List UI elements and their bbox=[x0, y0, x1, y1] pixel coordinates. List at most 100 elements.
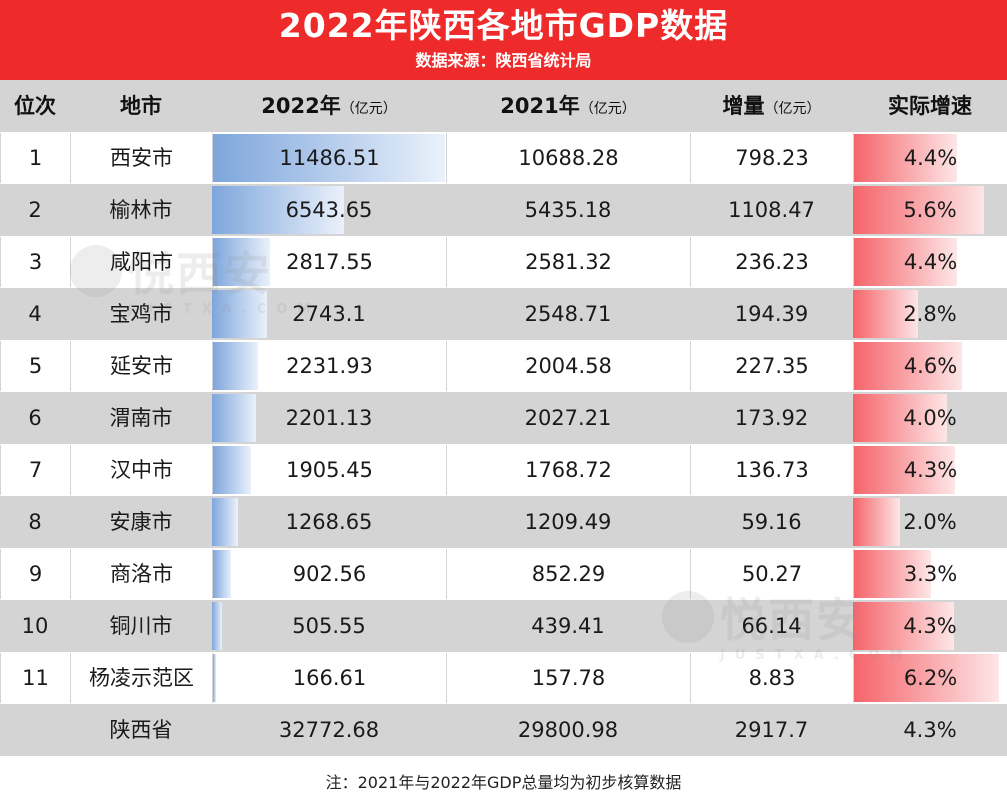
cell-city: 汉中市 bbox=[70, 445, 212, 495]
cell-increase-text: 66.14 bbox=[741, 614, 802, 638]
header-increase-unit: （亿元） bbox=[764, 101, 821, 117]
header-rank: 位次 bbox=[14, 94, 56, 118]
cell-gdp2022: 902.56 bbox=[212, 549, 446, 599]
cell-rank-text: 1 bbox=[28, 146, 43, 170]
header-increase-label: 增量 bbox=[722, 94, 765, 118]
cell-gdp2021-text: 439.41 bbox=[531, 614, 605, 638]
cell-increase-text: 173.92 bbox=[734, 406, 809, 430]
cell-increase-text: 8.83 bbox=[748, 666, 796, 690]
cell-growth-text: 6.2% bbox=[903, 666, 958, 690]
cell-rank-text: 2 bbox=[28, 198, 42, 222]
cell-growth-text: 4.3% bbox=[903, 458, 958, 482]
cell-city-text: 延安市 bbox=[110, 354, 173, 378]
cell-growth-text: 2.8% bbox=[903, 302, 957, 326]
cell-gdp2022: 1268.65 bbox=[212, 497, 446, 547]
cell-city: 榆林市 bbox=[70, 185, 212, 235]
cell-gdp2021-text: 1209.49 bbox=[524, 510, 612, 534]
gdp2022-bar bbox=[213, 446, 251, 494]
gdp2022-bar bbox=[212, 602, 222, 650]
cell-growth: 3.3% bbox=[853, 549, 1007, 599]
cell-gdp2022: 6543.65 bbox=[212, 185, 446, 235]
cell-gdp2021: 2027.21 bbox=[446, 393, 690, 443]
cell-gdp2022: 11486.51 bbox=[212, 133, 446, 183]
cell-rank: 10 bbox=[0, 601, 70, 651]
cell-gdp2021: 439.41 bbox=[446, 601, 690, 651]
cell-rank-text: 3 bbox=[28, 250, 43, 274]
gdp2022-bar bbox=[213, 550, 231, 598]
cell-growth-text: 3.3% bbox=[903, 562, 958, 586]
table-row: 1 西安市 11486.51 10688.28 798.23 4.4% bbox=[0, 132, 1007, 184]
cell-rank-text: 11 bbox=[22, 666, 49, 690]
cell-increase: 8.83 bbox=[690, 653, 853, 703]
cell-increase-text: 194.39 bbox=[734, 302, 809, 326]
gdp2022-bar bbox=[212, 186, 344, 234]
header-increase: 增量（亿元） bbox=[690, 80, 853, 132]
gdp2022-bar bbox=[212, 290, 267, 338]
table-row: 6 渭南市 2201.13 2027.21 173.92 4.0% bbox=[0, 392, 1007, 444]
cell-gdp2021: 1768.72 bbox=[446, 445, 690, 495]
cell-rank-text: 6 bbox=[28, 406, 42, 430]
cell-growth: 5.6% bbox=[853, 185, 1007, 235]
cell-growth: 4.4% bbox=[853, 237, 1007, 287]
cell-gdp2021: 10688.28 bbox=[446, 133, 690, 183]
header-gdp2022-unit: （亿元） bbox=[340, 101, 397, 117]
cell-rank-text: 8 bbox=[28, 510, 42, 534]
header-gdp2021: 2021年（亿元） bbox=[446, 80, 690, 132]
cell-city-text: 安康市 bbox=[109, 510, 173, 534]
cell-gdp2022: 2817.55 bbox=[212, 237, 446, 287]
cell-increase: 173.92 bbox=[690, 393, 853, 443]
cell-growth: 4.3% bbox=[853, 445, 1007, 495]
cell-rank-text: 5 bbox=[28, 354, 43, 378]
cell-gdp2022-text: 2201.13 bbox=[285, 406, 373, 430]
cell-increase: 66.14 bbox=[690, 601, 853, 651]
growth-bar bbox=[853, 602, 954, 650]
cell-growth: 2.8% bbox=[853, 289, 1007, 339]
total-growth: 4.3% bbox=[903, 718, 957, 742]
cell-city: 安康市 bbox=[70, 497, 212, 547]
total-gdp2022: 32772.68 bbox=[278, 718, 380, 742]
gdp2022-bar bbox=[213, 238, 270, 286]
cell-increase: 50.27 bbox=[690, 549, 853, 599]
cell-gdp2021-text: 2027.21 bbox=[524, 406, 612, 430]
header-gdp2022-label: 2022年 bbox=[261, 94, 341, 118]
cell-growth-text: 4.4% bbox=[903, 146, 958, 170]
cell-increase-text: 798.23 bbox=[735, 146, 809, 170]
cell-rank-text: 7 bbox=[28, 458, 43, 482]
cell-increase: 1108.47 bbox=[690, 185, 853, 235]
cell-growth: 4.3% bbox=[853, 601, 1007, 651]
table-header: 位次 地市 2022年（亿元） 2021年（亿元） 增量（亿元） 实际增速 bbox=[0, 80, 1007, 132]
header-gdp2021-label: 2021年 bbox=[500, 94, 580, 118]
cell-growth: 4.6% bbox=[853, 341, 1007, 391]
cell-gdp2021: 2548.71 bbox=[446, 289, 690, 339]
gdp2022-bar bbox=[212, 394, 256, 442]
cell-gdp2022-text: 2743.1 bbox=[292, 302, 366, 326]
cell-gdp2022-text: 505.55 bbox=[292, 614, 366, 638]
cell-city-text: 西安市 bbox=[110, 146, 173, 170]
cell-gdp2021-text: 2581.32 bbox=[525, 250, 612, 274]
cell-rank: 3 bbox=[0, 237, 70, 287]
cell-increase-text: 59.16 bbox=[741, 510, 802, 534]
cell-increase: 194.39 bbox=[690, 289, 853, 339]
cell-rank: 11 bbox=[0, 653, 70, 703]
cell-increase-text: 136.73 bbox=[735, 458, 809, 482]
cell-city-text: 铜川市 bbox=[109, 614, 173, 638]
cell-city-text: 商洛市 bbox=[110, 562, 173, 586]
cell-increase-text: 227.35 bbox=[735, 354, 809, 378]
cell-gdp2021-text: 2548.71 bbox=[524, 302, 612, 326]
cell-gdp2021-text: 157.78 bbox=[531, 666, 606, 690]
header-city: 地市 bbox=[120, 94, 162, 118]
cell-growth-text: 4.3% bbox=[903, 614, 957, 638]
cell-gdp2022-text: 2231.93 bbox=[286, 354, 373, 378]
cell-gdp2022: 1905.45 bbox=[212, 445, 446, 495]
cell-growth-text: 4.4% bbox=[903, 250, 958, 274]
cell-rank: 4 bbox=[0, 289, 70, 339]
cell-rank-text: 9 bbox=[28, 562, 43, 586]
cell-gdp2022-text: 1268.65 bbox=[285, 510, 373, 534]
cell-gdp2021: 852.29 bbox=[446, 549, 690, 599]
cell-gdp2022: 2231.93 bbox=[212, 341, 446, 391]
cell-increase-text: 1108.47 bbox=[728, 198, 815, 222]
cell-gdp2022: 166.61 bbox=[212, 653, 446, 703]
cell-gdp2022-text: 902.56 bbox=[292, 562, 367, 586]
table-row: 9 商洛市 902.56 852.29 50.27 3.3% bbox=[0, 548, 1007, 600]
table-row: 5 延安市 2231.93 2004.58 227.35 4.6% bbox=[0, 340, 1007, 392]
